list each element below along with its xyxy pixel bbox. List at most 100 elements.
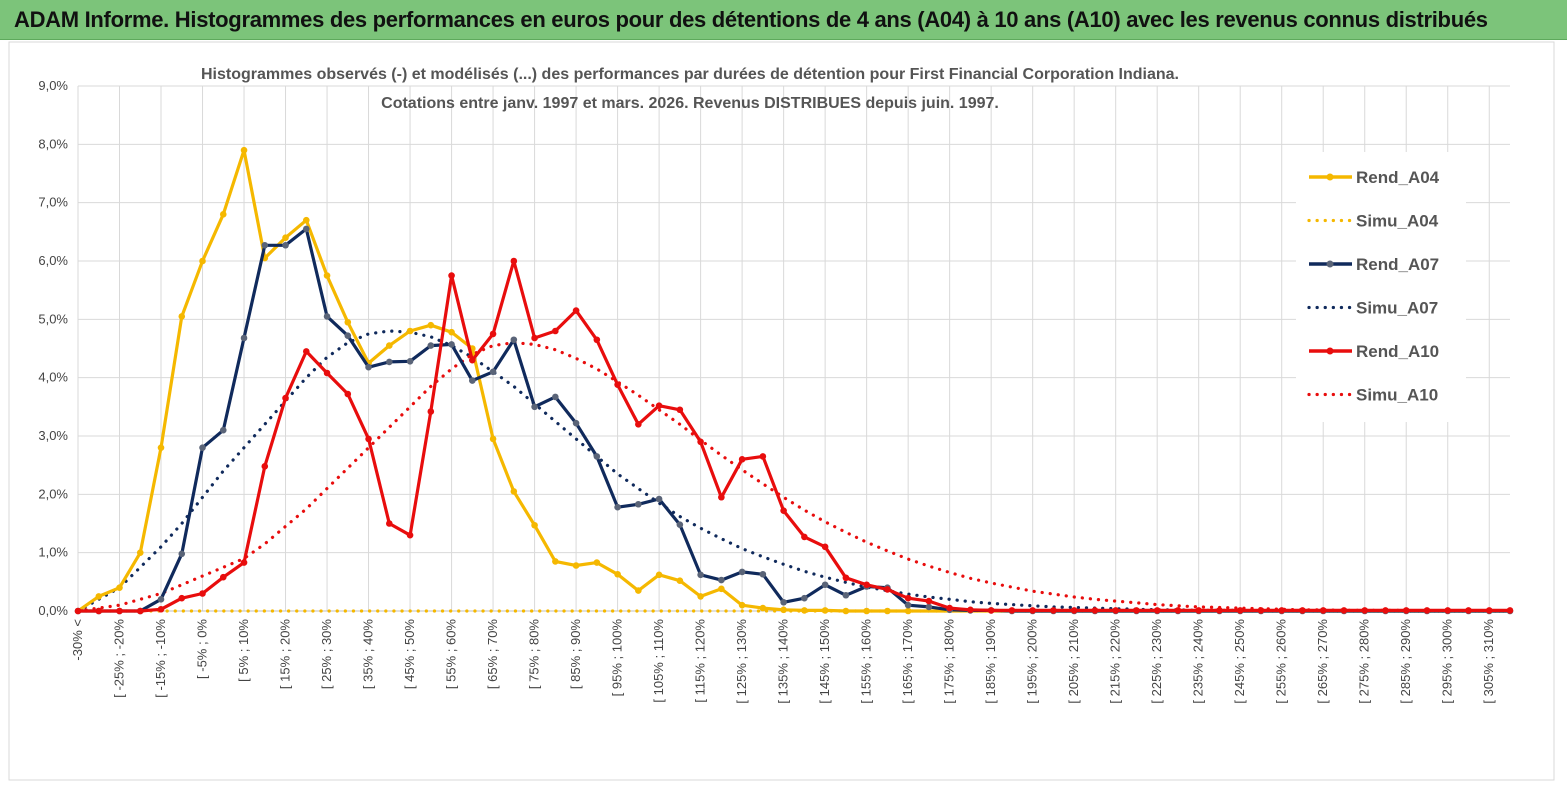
x-tick-label: [ 75% ; 80% (527, 619, 542, 690)
data-point-rend-a10 (136, 607, 144, 615)
data-point-rend-a07 (365, 363, 372, 371)
data-point-rend-a10 (1506, 607, 1514, 614)
data-point-rend-a10 (469, 356, 476, 364)
data-point-rend-a07 (448, 341, 455, 348)
data-point-rend-a10 (842, 574, 850, 582)
data-point-rend-a07 (344, 332, 352, 339)
data-point-rend-a04 (386, 342, 393, 349)
data-point-rend-a10 (987, 607, 995, 614)
data-point-rend-a07 (531, 403, 538, 411)
x-tick-label: [ 85% ; 90% (568, 619, 583, 690)
data-point-rend-a10 (884, 586, 891, 593)
x-tick-label: [ 305% ; 310% (1481, 619, 1496, 704)
legend-item-simu-a04: Simu_A04 (1307, 212, 1439, 231)
data-point-rend-a04 (614, 570, 621, 578)
data-point-rend-a07 (904, 601, 912, 609)
data-point-rend-a07 (240, 334, 248, 342)
series-lines (74, 146, 1514, 615)
data-point-rend-a04 (572, 562, 580, 569)
data-point-rend-a04 (302, 216, 310, 224)
data-point-rend-a04 (718, 585, 725, 593)
x-tick-label: [ 25% ; 30% (319, 619, 334, 690)
x-tick-label: [ 125% ; 130% (734, 619, 749, 704)
data-point-rend-a07 (925, 603, 933, 611)
data-point-rend-a04 (676, 577, 684, 584)
data-point-rend-a10 (821, 543, 829, 551)
data-point-rend-a10 (1070, 607, 1078, 614)
x-tick-label: [ 165% ; 170% (900, 619, 915, 704)
data-point-rend-a10 (1382, 607, 1389, 614)
x-tick-label: [ 225% ; 230% (1149, 619, 1164, 704)
data-point-rend-a04 (655, 571, 663, 579)
data-point-rend-a04 (801, 607, 808, 614)
data-point-rend-a07 (469, 377, 476, 384)
data-point-rend-a07 (261, 241, 269, 249)
x-tick-label: [ 65% ; 70% (485, 619, 500, 690)
x-tick-label: [ 185% ; 190% (983, 619, 998, 704)
x-tick-label: [ 265% ; 270% (1315, 619, 1330, 704)
legend-label: Simu_A04 (1356, 212, 1439, 231)
x-tick-label: [ 145% ; 150% (817, 619, 832, 704)
data-point-rend-a07 (635, 500, 642, 508)
data-point-rend-a04 (489, 435, 497, 443)
data-point-rend-a04 (552, 558, 559, 565)
legend-marker (1326, 173, 1334, 181)
data-point-rend-a07 (386, 358, 393, 366)
data-point-rend-a10 (427, 408, 435, 415)
chart-title-line2: Cotations entre janv. 1997 et mars. 2026… (381, 95, 999, 112)
y-tick-label: 1,0% (38, 545, 68, 560)
data-point-rend-a07 (780, 598, 787, 606)
data-point-rend-a04 (842, 607, 850, 615)
y-tick-label: 0,0% (38, 603, 68, 618)
data-point-rend-a10 (1423, 607, 1431, 614)
data-point-rend-a04 (593, 559, 601, 566)
y-tick-label: 7,0% (38, 195, 68, 210)
data-point-rend-a07 (282, 241, 289, 249)
data-point-rend-a04 (697, 593, 704, 600)
chart-area: 0,0% 1,0% 2,0% 3,0% 4,0% 5,0% 6,0% 7,0% 8,0% 9,0%… (0, 40, 1567, 789)
data-point-rend-a10 (718, 493, 725, 501)
y-tick-label: 6,0% (38, 253, 68, 268)
data-point-rend-a07 (219, 426, 227, 434)
legend-item-simu-a07: Simu_A07 (1307, 299, 1438, 318)
data-point-rend-a10 (1153, 607, 1161, 614)
data-point-rend-a10 (925, 597, 933, 605)
data-point-rend-a04 (219, 211, 227, 218)
data-point-rend-a10 (1133, 607, 1140, 614)
x-tick-label: [ 245% ; 250% (1232, 619, 1247, 704)
x-tick-label: [ 5% ; 10% (236, 619, 251, 682)
series-rend-a10 (74, 257, 1514, 615)
data-point-rend-a10 (323, 369, 331, 377)
data-point-rend-a04 (116, 584, 123, 591)
data-point-rend-a10 (676, 406, 684, 414)
data-point-rend-a07 (801, 594, 808, 602)
data-point-rend-a04 (344, 318, 352, 326)
data-point-rend-a04 (821, 607, 829, 614)
data-point-rend-a10 (759, 453, 767, 460)
data-point-rend-a04 (178, 313, 186, 320)
data-point-rend-a07 (821, 581, 829, 589)
data-point-rend-a07 (489, 368, 497, 376)
legend-item-rend-a10: Rend_A10 (1309, 342, 1439, 361)
y-tick-label: 5,0% (38, 311, 68, 326)
data-point-rend-a10 (1299, 607, 1306, 614)
data-point-rend-a07 (510, 336, 518, 344)
y-tick-label: 3,0% (38, 428, 68, 443)
data-point-rend-a04 (531, 521, 538, 529)
x-tick-label: -30% < (70, 619, 85, 661)
legend-item-rend-a04: Rend_A04 (1309, 168, 1440, 187)
data-point-rend-a07 (593, 453, 601, 460)
data-point-rend-a07 (738, 568, 746, 576)
y-tick-label: 8,0% (38, 136, 68, 151)
data-point-rend-a10 (261, 463, 269, 470)
data-point-rend-a10 (1008, 607, 1016, 614)
data-point-rend-a10 (780, 507, 787, 514)
data-point-rend-a07 (178, 550, 186, 558)
data-point-rend-a07 (552, 393, 559, 401)
data-point-rend-a07 (697, 571, 704, 579)
x-tick-label: [ 15% ; 20% (278, 619, 293, 690)
data-point-rend-a04 (448, 328, 455, 336)
data-point-rend-a10 (157, 605, 165, 613)
legend-label: Simu_A10 (1356, 386, 1438, 405)
data-point-rend-a10 (365, 435, 372, 443)
